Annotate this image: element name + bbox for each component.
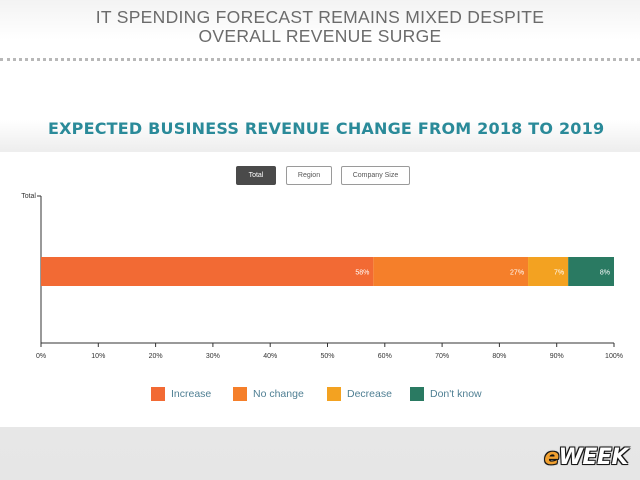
legend-swatch [151, 387, 165, 401]
x-tick-label: 40% [263, 353, 277, 360]
x-tick-label: 90% [550, 353, 564, 360]
legend-swatch [233, 387, 247, 401]
filter-total-button[interactable]: Total [236, 166, 276, 185]
x-tick-label: 50% [320, 353, 334, 360]
filter-region-button[interactable]: Region [286, 166, 332, 185]
legend-item-don-t-know[interactable]: Don't know [410, 387, 482, 401]
data-label-decrease: 7% [554, 270, 564, 277]
page-title-line-1: IT SPENDING FORECAST REMAINS MIXED DESPI… [95, 7, 545, 27]
chart-panel [0, 152, 640, 427]
legend-label: No change [253, 388, 304, 400]
page-title: IT SPENDING FORECAST REMAINS MIXED DESPI… [0, 8, 640, 46]
data-label-don-t-know: 8% [600, 270, 610, 277]
y-category-label: Total [21, 193, 36, 200]
bar-segment-no-change [373, 257, 529, 286]
eweek-logo: eWEEK [544, 445, 628, 470]
legend-item-no-change[interactable]: No change [233, 387, 304, 401]
x-tick-label: 10% [91, 353, 105, 360]
x-tick-label: 60% [378, 353, 392, 360]
bar-segment-increase [41, 257, 374, 286]
x-tick-label: 80% [492, 353, 506, 360]
legend-swatch [327, 387, 341, 401]
chart-title: EXPECTED BUSINESS REVENUE CHANGE FROM 20… [48, 119, 605, 138]
data-label-increase: 58% [355, 270, 369, 277]
page-title-line-2: OVERALL REVENUE SURGE [198, 26, 442, 46]
x-tick-label: 70% [435, 353, 449, 360]
legend-swatch [410, 387, 424, 401]
title-divider [0, 58, 640, 61]
x-tick-label: 100% [605, 353, 623, 360]
legend-label: Don't know [430, 388, 482, 400]
legend-item-increase[interactable]: Increase [151, 387, 211, 401]
legend-label: Increase [171, 388, 212, 400]
filter-company-size-button[interactable]: Company Size [341, 166, 410, 185]
x-tick-label: 30% [206, 353, 220, 360]
x-tick-label: 0% [36, 353, 46, 360]
bar-segment-don-t-know [568, 257, 614, 286]
legend-item-decrease[interactable]: Decrease [327, 387, 392, 401]
x-tick-label: 20% [149, 353, 163, 360]
data-label-no-change: 27% [510, 270, 524, 277]
bar-segment-decrease [528, 257, 569, 286]
legend-label: Decrease [347, 388, 392, 400]
